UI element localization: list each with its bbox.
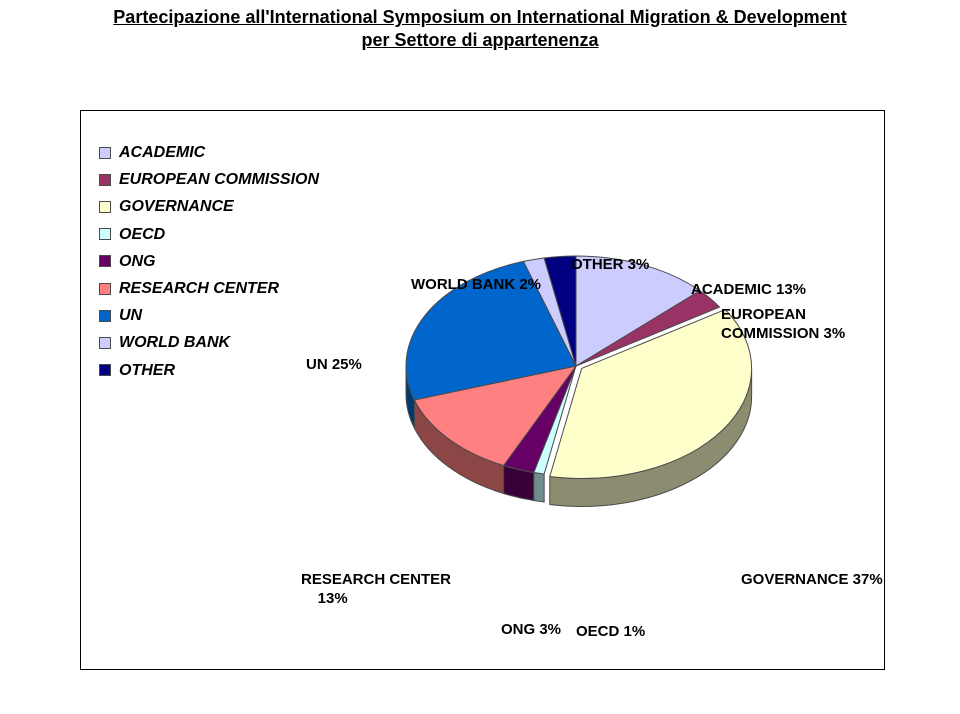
chart-container: ACADEMICEUROPEAN COMMISSIONGOVERNANCEOEC… <box>80 110 885 670</box>
legend-swatch-other <box>99 364 111 376</box>
pie-svg <box>341 151 811 621</box>
legend-item-governance: GOVERNANCE <box>99 193 319 220</box>
legend-label-worldbank: WORLD BANK <box>119 329 230 356</box>
legend-swatch-governance <box>99 201 111 213</box>
pie-chart <box>341 151 811 621</box>
legend-label-governance: GOVERNANCE <box>119 193 234 220</box>
legend-label-research: RESEARCH CENTER <box>119 275 279 302</box>
legend-item-un: UN <box>99 302 319 329</box>
legend-label-oecd: OECD <box>119 221 165 248</box>
legend-swatch-ong <box>99 255 111 267</box>
legend-label-other: OTHER <box>119 357 175 384</box>
callout-research: RESEARCH CENTER 13% <box>301 571 451 609</box>
legend-swatch-oecd <box>99 228 111 240</box>
callout-ong: ONG 3% <box>501 621 561 638</box>
page-title: Partecipazione all'International Symposi… <box>0 0 960 51</box>
callout-other: OTHER 3% <box>571 256 649 273</box>
legend-item-research: RESEARCH CENTER <box>99 275 319 302</box>
callout-governance: GOVERNANCE 37% <box>741 571 883 588</box>
legend-swatch-research <box>99 283 111 295</box>
legend-item-ong: ONG <box>99 248 319 275</box>
legend-swatch-un <box>99 310 111 322</box>
legend-item-worldbank: WORLD BANK <box>99 329 319 356</box>
legend-item-european: EUROPEAN COMMISSION <box>99 166 319 193</box>
callout-worldbank: WORLD BANK 2% <box>411 276 541 293</box>
pie-side-oecd <box>534 473 544 503</box>
legend-item-oecd: OECD <box>99 221 319 248</box>
legend-swatch-worldbank <box>99 337 111 349</box>
legend-item-academic: ACADEMIC <box>99 139 319 166</box>
title-line-1: Partecipazione all'International Symposi… <box>0 6 960 29</box>
legend-item-other: OTHER <box>99 357 319 384</box>
callout-european: EUROPEANCOMMISSION 3% <box>721 306 845 344</box>
callout-un: UN 25% <box>306 356 362 373</box>
legend-label-ong: ONG <box>119 248 155 275</box>
title-line-2: per Settore di appartenenza <box>0 29 960 52</box>
legend-swatch-european <box>99 174 111 186</box>
legend-label-un: UN <box>119 302 142 329</box>
legend-label-academic: ACADEMIC <box>119 139 205 166</box>
callout-oecd: OECD 1% <box>576 623 645 640</box>
legend: ACADEMICEUROPEAN COMMISSIONGOVERNANCEOEC… <box>99 139 319 384</box>
legend-label-european: EUROPEAN COMMISSION <box>119 166 319 193</box>
callout-academic: ACADEMIC 13% <box>691 281 806 298</box>
legend-swatch-academic <box>99 147 111 159</box>
